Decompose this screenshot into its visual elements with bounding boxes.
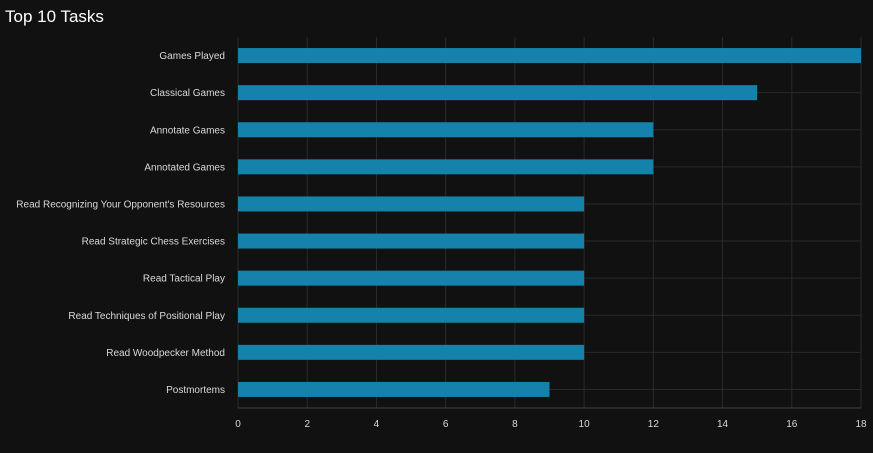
x-tick-label: 6: [443, 419, 449, 430]
x-tick-label: 16: [786, 419, 798, 430]
y-axis-labels: Games Played Classical Games Annotate Game…: [16, 51, 225, 396]
x-tick-label: 2: [304, 419, 310, 430]
y-tick-label: Classical Games: [150, 88, 225, 99]
bar[interactable]: [238, 122, 654, 138]
y-tick-label: Read Woodpecker Method: [106, 348, 225, 359]
bar[interactable]: [238, 159, 654, 175]
y-tick-label: Games Played: [159, 51, 225, 62]
y-tick-label: Read Strategic Chess Exercises: [82, 237, 225, 248]
y-tick-label: Postmortems: [166, 385, 225, 396]
bar[interactable]: [238, 270, 585, 286]
y-tick-label: Read Tactical Play: [143, 274, 225, 285]
y-tick-label: Read Recognizing Your Opponent's Resourc…: [16, 199, 225, 210]
bar[interactable]: [238, 85, 758, 101]
y-tick-label: Annotate Games: [150, 125, 225, 136]
x-tick-label: 18: [855, 419, 867, 430]
y-tick-label: Annotated Games: [144, 162, 225, 173]
bar[interactable]: [238, 344, 585, 360]
x-tick-label: 10: [579, 419, 591, 430]
x-tick-label: 8: [512, 419, 518, 430]
bar[interactable]: [238, 48, 861, 64]
x-tick-label: 0: [235, 419, 241, 430]
y-tick-label: Read Techniques of Positional Play: [68, 311, 225, 322]
x-tick-label: 12: [648, 419, 660, 430]
chart-title: Top 10 Tasks: [5, 7, 104, 26]
bar[interactable]: [238, 381, 550, 397]
bar[interactable]: [238, 196, 585, 212]
bar[interactable]: [238, 307, 585, 323]
bars: [238, 48, 861, 397]
x-axis-labels: 0 2 4 6 8 10 12 14 16 18: [235, 419, 867, 430]
bar[interactable]: [238, 233, 585, 249]
x-tick-label: 14: [717, 419, 729, 430]
x-tick-label: 4: [374, 419, 380, 430]
